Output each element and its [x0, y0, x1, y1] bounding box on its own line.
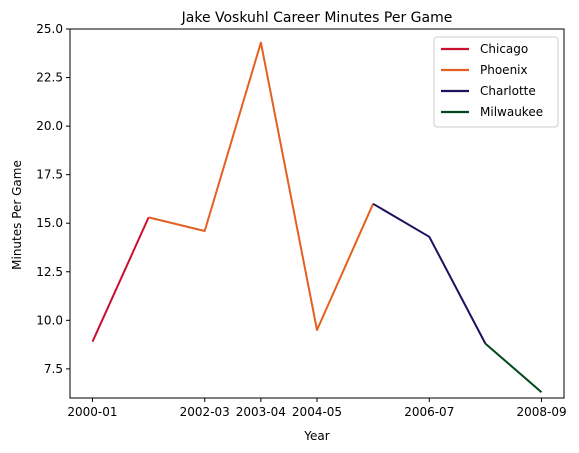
legend: Chicago Phoenix Charlotte Milwaukee: [433, 36, 559, 128]
y-tick-label: 12.5: [36, 265, 63, 279]
x-tick-label: 2000-01: [67, 405, 117, 419]
series-line-milwaukee: [484, 342, 543, 393]
x-tick-label: 2008-09: [516, 405, 566, 419]
y-tick-label: 15.0: [36, 216, 63, 230]
y-tick-label: 20.0: [36, 119, 63, 133]
y-tick-label: 17.5: [36, 168, 63, 182]
chart-title: Jake Voskuhl Career Minutes Per Game: [181, 10, 453, 26]
x-axis-label: Year: [303, 429, 329, 443]
legend-label: Milwaukee: [480, 105, 543, 119]
x-tick-label: 2004-05: [292, 405, 342, 419]
y-tick-label: 22.5: [36, 71, 63, 85]
x-tick-label: 2002-03: [180, 405, 230, 419]
series-line-phoenix: [148, 41, 375, 331]
y-tick-label: 25.0: [36, 22, 63, 36]
series-line-charlotte: [372, 202, 487, 345]
series-line-chicago: [91, 216, 150, 343]
y-axis: 7.5 10.0 12.5 15.0 17.5 20.0 22.5 25.0: [36, 22, 70, 376]
y-axis-label: Minutes Per Game: [10, 160, 24, 270]
legend-label: Chicago: [480, 42, 528, 56]
x-axis: 2000-01 2002-03 2003-04 2004-05 2006-07 2008-…: [67, 398, 567, 419]
legend-label: Phoenix: [480, 63, 528, 77]
legend-box: [433, 36, 559, 128]
series-lines: [91, 41, 543, 393]
legend-label: Charlotte: [480, 84, 536, 98]
x-tick-label: 2006-07: [404, 405, 454, 419]
y-tick-label: 10.0: [36, 313, 63, 327]
x-tick-label: 2003-04: [236, 405, 286, 419]
y-tick-label: 7.5: [44, 362, 63, 376]
